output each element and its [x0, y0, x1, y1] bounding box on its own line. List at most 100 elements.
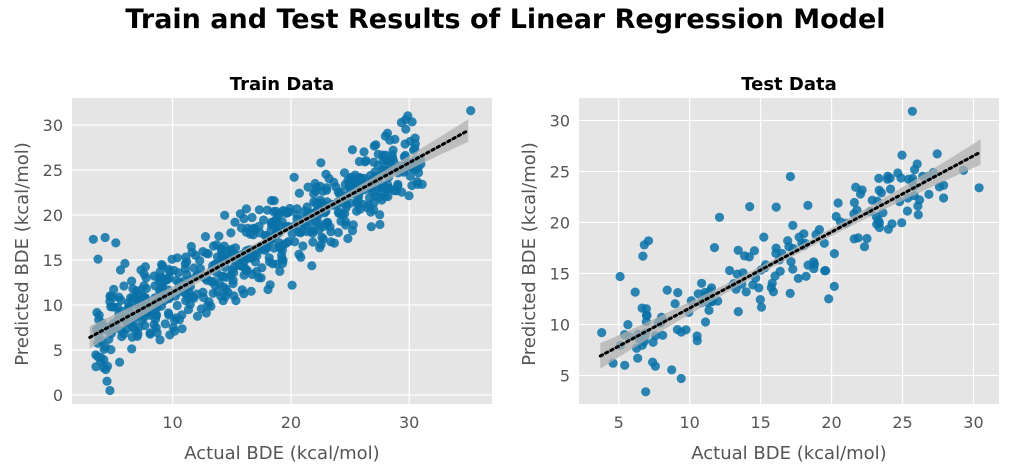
test-data-point: [915, 195, 925, 205]
train-data-point: [316, 158, 326, 168]
train-data-point: [160, 319, 170, 329]
train-data-point: [228, 275, 238, 285]
test-y-tick-label: 20: [550, 213, 570, 232]
train-data-point: [373, 149, 383, 159]
train-data-point: [247, 212, 257, 223]
train-data-point: [410, 139, 420, 149]
train-data-point: [382, 128, 393, 138]
train-data-point: [208, 288, 218, 298]
train-data-point: [287, 229, 297, 239]
test-data-point: [793, 273, 803, 283]
test-data-point: [633, 353, 643, 363]
test-data-point: [597, 328, 607, 338]
train-data-point: [400, 139, 410, 149]
train-y-tick-label: 25: [43, 161, 63, 180]
test-data-point: [785, 171, 796, 182]
test-data-point: [785, 288, 795, 298]
test-data-point: [902, 206, 913, 216]
train-data-point: [214, 231, 224, 241]
train-data-point: [386, 156, 396, 166]
train-data-point: [119, 281, 129, 291]
train-data-point: [389, 186, 399, 196]
train-data-point: [263, 284, 273, 295]
train-data-point: [317, 232, 327, 242]
train-data-point: [223, 287, 233, 297]
train-data-point: [329, 238, 339, 248]
test-data-point: [744, 252, 754, 262]
train-data-point: [117, 331, 127, 342]
figure-title: Train and Test Results of Linear Regress…: [125, 4, 886, 35]
train-data-point: [216, 253, 226, 263]
test-data-point: [851, 182, 861, 192]
test-data-point: [799, 229, 809, 239]
test-data-point: [896, 173, 906, 183]
test-data-point: [939, 193, 949, 203]
train-data-point: [230, 217, 240, 227]
test-data-point: [775, 266, 785, 276]
train-data-point: [130, 292, 140, 302]
train-data-point: [127, 344, 137, 354]
test-x-tick-label: 15: [750, 413, 770, 432]
test-data-point: [788, 264, 798, 274]
train-data-point: [141, 283, 151, 294]
train-regression-line: [88, 128, 470, 339]
train-data-point: [164, 310, 174, 320]
train-data-point: [226, 246, 236, 256]
train-data-point: [201, 308, 211, 318]
train-data-point: [277, 245, 287, 255]
test-data-point: [932, 149, 942, 159]
train-data-point: [183, 304, 194, 315]
train-data-point: [200, 232, 211, 242]
train-data-point: [189, 263, 199, 273]
train-x-axis-label: Actual BDE (kcal/mol): [184, 443, 379, 464]
train-data-point: [378, 156, 388, 166]
train-data-point: [88, 234, 98, 244]
train-data-point: [260, 245, 270, 255]
test-data-point: [755, 295, 765, 305]
train-data-point: [303, 182, 313, 192]
test-data-point: [692, 336, 702, 346]
train-data-point: [314, 219, 324, 229]
test-data-point: [872, 219, 882, 229]
train-data-point: [347, 145, 357, 155]
test-data-point: [897, 150, 907, 160]
test-data-point: [756, 302, 767, 312]
train-data-point: [341, 217, 351, 227]
test-data-point: [725, 265, 735, 276]
train-data-point: [218, 271, 229, 281]
train-data-point: [343, 233, 353, 244]
test-y-tick-label: 30: [550, 111, 570, 130]
train-data-point: [388, 145, 398, 155]
test-data-point: [788, 220, 798, 230]
train-data-point: [296, 252, 306, 262]
train-data-point: [220, 210, 230, 220]
train-data-point: [155, 335, 165, 345]
test-data-point: [658, 330, 668, 340]
train-data-point: [226, 228, 236, 238]
train-data-point: [341, 203, 351, 213]
test-data-point: [620, 360, 630, 370]
train-data-point: [255, 228, 265, 238]
test-data-point: [974, 183, 984, 193]
train-data-point: [361, 156, 371, 166]
test-data-point: [874, 173, 884, 183]
train-data-point: [417, 179, 427, 189]
train-data-point: [269, 196, 279, 206]
test-data-point: [913, 210, 923, 220]
train-y-tick-label: 5: [53, 341, 63, 360]
test-data-point: [662, 285, 672, 295]
train-data-point: [362, 202, 372, 213]
train-data-point: [246, 286, 256, 296]
train-data-point: [181, 252, 191, 262]
train-data-point: [281, 208, 291, 218]
train-data-point: [375, 219, 385, 230]
train-data-point: [359, 147, 369, 157]
test-x-tick-label: 30: [963, 413, 983, 432]
test-data-point: [809, 264, 819, 274]
train-y-tick-label: 10: [43, 296, 63, 315]
train-data-point: [99, 355, 109, 365]
train-data-point: [264, 253, 274, 263]
test-data-point: [885, 184, 896, 194]
train-data-point: [325, 222, 335, 232]
train-data-point: [216, 244, 226, 254]
